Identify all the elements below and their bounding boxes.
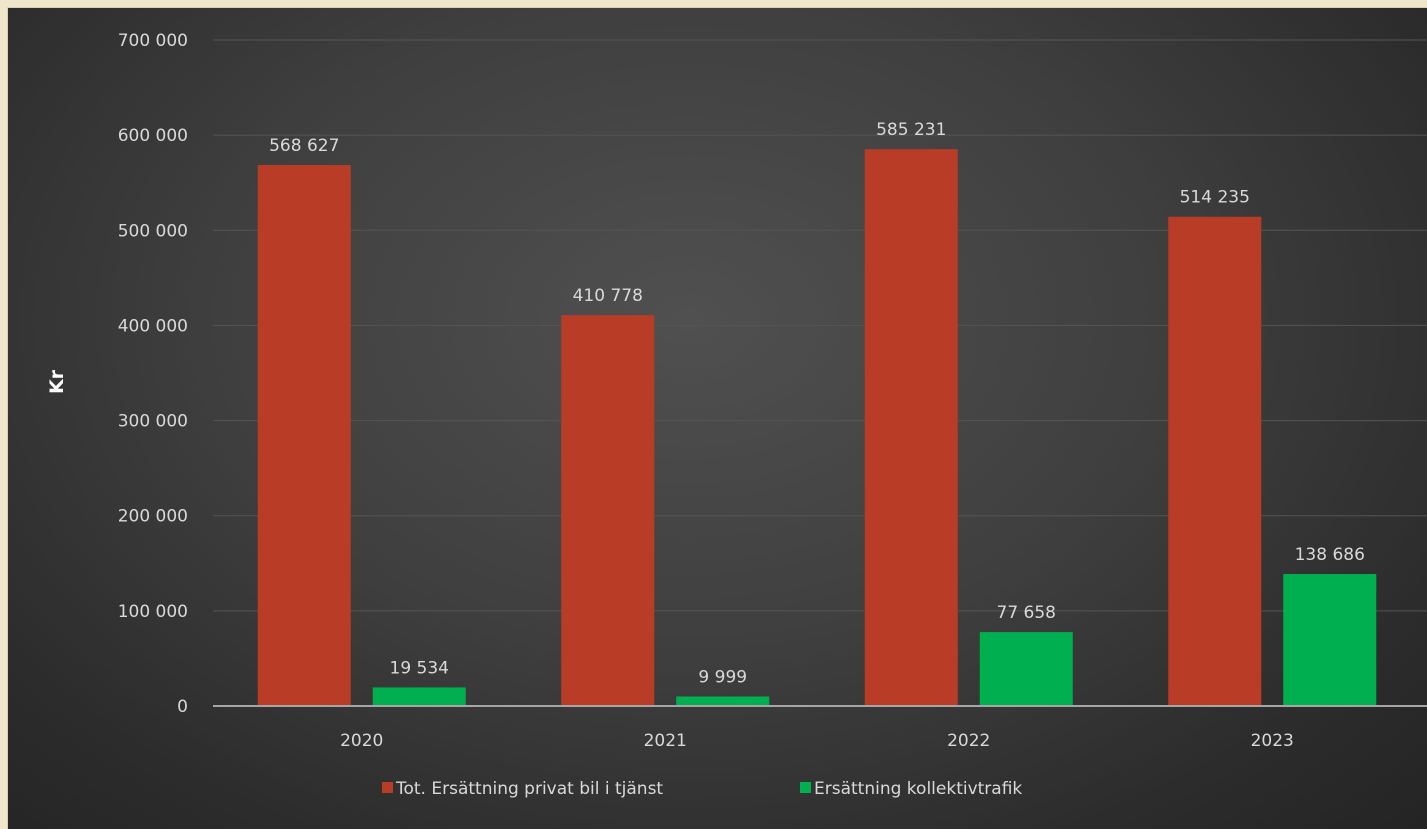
legend: Tot. Ersättning privat bil i tjänst Ersä… bbox=[382, 779, 1022, 799]
bar-series-2-2023 bbox=[1283, 574, 1377, 706]
legend-label-series-1: Tot. Ersättning privat bil i tjänst bbox=[395, 779, 663, 799]
y-tick-label: 400 000 bbox=[118, 316, 188, 336]
data-labels: 568 627 19 534 410 778 9 999 585 231 77 658 51… bbox=[269, 120, 1365, 687]
y-tick-label: 700 000 bbox=[118, 31, 188, 51]
bar-series-2-2021 bbox=[676, 696, 770, 706]
x-tick-label: 2023 bbox=[1251, 731, 1294, 751]
bar-series-2-2020 bbox=[372, 687, 466, 706]
data-label-series-2-2023: 138 686 bbox=[1295, 545, 1365, 565]
data-label-series-1-2020: 568 627 bbox=[269, 136, 339, 156]
bar-series-1-2022 bbox=[864, 149, 958, 706]
y-tick-label: 100 000 bbox=[118, 602, 188, 622]
legend-swatch-series-1 bbox=[382, 782, 393, 793]
bar-series-1-2023 bbox=[1168, 216, 1262, 706]
data-label-series-2-2020: 19 534 bbox=[390, 658, 449, 678]
data-label-series-1-2023: 514 235 bbox=[1180, 188, 1250, 208]
gridlines bbox=[213, 39, 1427, 612]
y-tick-label: 0 bbox=[177, 697, 188, 717]
x-axis-tick-labels: 2020 2021 2022 2023 bbox=[340, 731, 1294, 751]
legend-swatch-series-2 bbox=[800, 782, 811, 793]
bar-chart: 0 100 000 200 000 300 000 400 000 500 000 600 … bbox=[46, 31, 1427, 799]
data-label-series-2-2021: 9 999 bbox=[698, 667, 747, 687]
y-axis-title: Kr bbox=[46, 369, 68, 394]
data-label-series-1-2021: 410 778 bbox=[573, 286, 643, 306]
y-axis-tick-labels: 0 100 000 200 000 300 000 400 000 500 000 600 … bbox=[118, 31, 188, 717]
bar-series-2-2022 bbox=[979, 632, 1073, 706]
data-label-series-1-2022: 585 231 bbox=[876, 120, 946, 140]
bars bbox=[257, 149, 1377, 707]
y-tick-label: 600 000 bbox=[118, 126, 188, 146]
legend-label-series-2: Ersättning kollektivtrafik bbox=[814, 779, 1022, 799]
y-tick-label: 500 000 bbox=[118, 221, 188, 241]
x-tick-label: 2022 bbox=[947, 731, 990, 751]
bar-series-1-2020 bbox=[257, 164, 351, 707]
data-label-series-2-2022: 77 658 bbox=[997, 603, 1056, 623]
y-tick-label: 200 000 bbox=[118, 507, 188, 527]
x-tick-label: 2021 bbox=[644, 731, 687, 751]
bar-series-1-2021 bbox=[561, 315, 655, 706]
x-tick-label: 2020 bbox=[340, 731, 383, 751]
y-tick-label: 300 000 bbox=[118, 412, 188, 432]
chart-frame: 0 100 000 200 000 300 000 400 000 500 000 600 … bbox=[8, 8, 1427, 829]
